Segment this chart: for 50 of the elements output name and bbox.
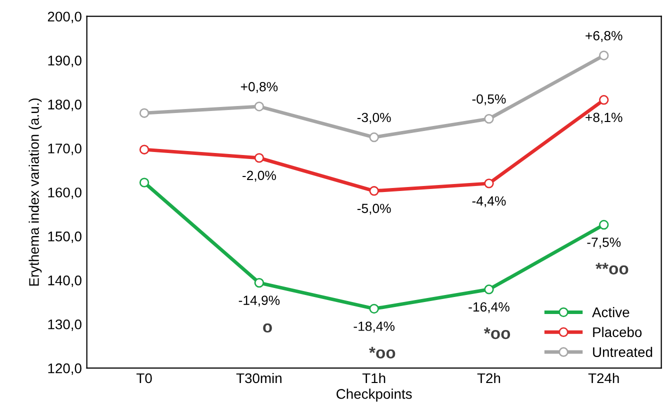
point: [139, 108, 150, 118]
y-tick-label: 200,0: [48, 12, 82, 24]
point: [484, 178, 494, 188]
annotation: +0,8%: [240, 82, 278, 93]
y-axis-title: Erythema index variation (a.u.): [28, 98, 42, 286]
annotation: *oo: [369, 346, 396, 358]
point: [139, 144, 150, 154]
y-tick-label: 190,0: [48, 56, 82, 68]
y-tick-label: 150,0: [48, 232, 82, 244]
annotation: -16,4%: [468, 302, 510, 314]
annotation: -5,0%: [357, 204, 391, 215]
point: [369, 186, 379, 196]
point: [254, 153, 264, 163]
y-tick-label: 140,0: [48, 276, 82, 287]
y-tick-label: 130,0: [48, 319, 82, 331]
annotation: -14,9%: [238, 296, 280, 307]
annotation: o: [263, 323, 272, 333]
annotation: -0,5%: [472, 94, 506, 106]
point: [254, 278, 264, 288]
annotation: *oo: [484, 328, 510, 340]
annotation: -2,0%: [242, 170, 276, 182]
x-axis-title: Checkpoints: [336, 388, 412, 402]
annotation: **oo: [596, 262, 628, 275]
legend-label: Placebo: [593, 326, 642, 338]
x-tick-label: T2h: [477, 372, 500, 384]
point: [254, 102, 264, 112]
annotation: -7,5%: [587, 238, 621, 249]
point: [599, 50, 609, 60]
y-tick-label: 120,0: [48, 363, 82, 375]
x-tick-label: T30min: [236, 372, 282, 384]
x-tick-label: T24h: [588, 372, 619, 384]
y-tick-label: 170,0: [48, 144, 82, 156]
point: [369, 304, 379, 314]
point: [139, 178, 150, 188]
point: [484, 114, 494, 124]
annotation: +8,1%: [586, 112, 622, 124]
annotation: -18,4%: [354, 322, 395, 332]
x-tick-label: T1h: [362, 372, 386, 384]
y-tick-label: 160,0: [48, 188, 82, 200]
point: [484, 284, 494, 294]
point: [599, 220, 609, 230]
legend-label: Untreated: [593, 346, 652, 358]
x-tick-label: T0: [136, 373, 152, 384]
point: [369, 132, 379, 142]
point: [599, 95, 609, 105]
legend-label: Active: [592, 307, 630, 318]
annotation: -4,4%: [472, 196, 506, 208]
y-tick-label: 180,0: [48, 100, 82, 112]
annotation: -3,0%: [357, 112, 391, 124]
annotation: +6,8%: [586, 31, 622, 42]
